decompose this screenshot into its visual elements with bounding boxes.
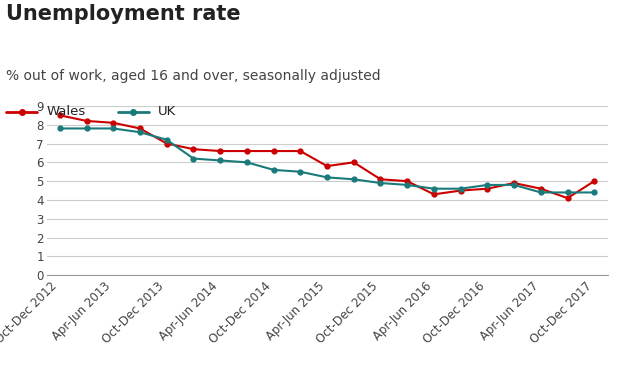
Text: UK: UK bbox=[158, 105, 176, 118]
Text: % out of work, aged 16 and over, seasonally adjusted: % out of work, aged 16 and over, seasona… bbox=[6, 69, 381, 83]
Text: Unemployment rate: Unemployment rate bbox=[6, 4, 241, 24]
Text: Wales: Wales bbox=[46, 105, 86, 118]
